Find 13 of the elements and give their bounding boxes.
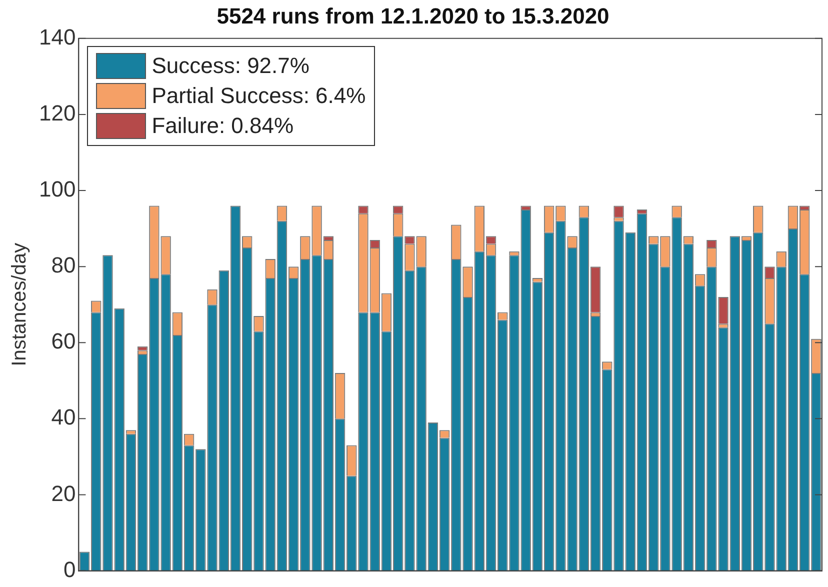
y-tick-label: 120 bbox=[38, 100, 76, 126]
chart-title: 5524 runs from 12.1.2020 to 15.3.2020 bbox=[216, 3, 610, 28]
y-tick-label: 140 bbox=[38, 24, 76, 50]
y-axis-title: Instances/day bbox=[8, 242, 31, 366]
y-tick-label: 20 bbox=[51, 480, 76, 506]
y-tick-label: 0 bbox=[63, 556, 76, 582]
y-tick-label: 40 bbox=[51, 404, 76, 430]
legend-label: Success: 92.7% bbox=[152, 53, 310, 80]
legend-label: Failure: 0.84% bbox=[152, 113, 294, 140]
y-tick-label: 60 bbox=[51, 328, 76, 354]
y-tick-label: 80 bbox=[51, 252, 76, 278]
legend-label: Partial Success: 6.4% bbox=[152, 83, 366, 110]
y-tick-label: 100 bbox=[38, 176, 76, 202]
